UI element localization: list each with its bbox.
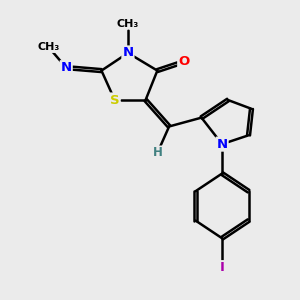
- Text: O: O: [178, 55, 189, 68]
- Text: N: N: [122, 46, 134, 59]
- Text: N: N: [61, 61, 72, 74]
- Text: CH₃: CH₃: [117, 19, 139, 28]
- Text: H: H: [152, 146, 162, 159]
- Text: N: N: [217, 138, 228, 151]
- Text: CH₃: CH₃: [38, 42, 60, 52]
- Text: I: I: [220, 261, 224, 274]
- Text: S: S: [110, 94, 119, 106]
